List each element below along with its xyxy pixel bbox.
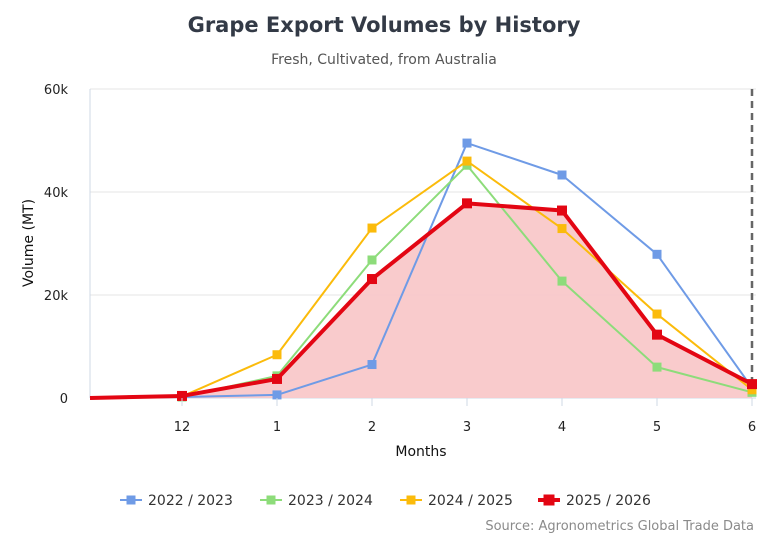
legend-label: 2023 / 2024 [288,493,373,509]
data-point [747,385,757,395]
series-area-3 [90,203,752,398]
x-tick-label: 4 [558,420,566,435]
x-tick-label: 12 [174,420,191,435]
area-layer [90,203,752,398]
data-point [462,198,472,209]
data-point [557,205,567,216]
data-point [652,309,662,319]
x-tick-label: 3 [463,420,471,435]
data-point [272,350,282,360]
legend: 2022 / 2023 2023 / 2024 2024 / 2025 2025 / … [120,493,651,509]
legend-item-3[interactable]: 2025 / 2026 [538,493,651,509]
chart-title: Grape Export Volumes by History [188,13,581,37]
series-line-0 [89,142,753,399]
data-point [652,329,662,340]
legend-marker [266,495,276,505]
data-point [652,362,662,372]
x-tick-label: 1 [273,420,281,435]
legend-item-2[interactable]: 2024 / 2025 [400,493,513,509]
y-tick-label: 0 [60,392,68,407]
x-tick-label: 5 [653,420,661,435]
y-tick-label: 40k [44,186,69,201]
legend-marker [543,494,555,506]
x-tick-label: 2 [368,420,376,435]
data-point [747,379,757,390]
y-tick-label: 60k [44,83,69,98]
legend-item-1[interactable]: 2023 / 2024 [260,493,373,509]
source-credit: Source: Agronometrics Global Trade Data [485,519,754,534]
data-point [367,274,377,285]
x-tick-label: 6 [748,420,756,435]
y-axis-title: Volume (MT) [21,199,37,287]
data-point [272,373,282,384]
data-point [462,138,472,148]
legend-item-0[interactable]: 2022 / 2023 [120,493,233,509]
data-point [462,156,472,166]
chart-subtitle: Fresh, Cultivated, from Australia [271,52,497,68]
data-point [367,255,377,265]
series-line-3 [89,201,753,400]
x-axis-title: Months [395,444,446,460]
legend-label: 2022 / 2023 [148,493,233,509]
data-point [367,223,377,233]
legend-label: 2025 / 2026 [566,493,651,509]
series-layer [89,138,757,402]
data-point [557,276,567,286]
data-point [177,390,187,401]
x-axis: 12 1 2 3 4 5 6 [174,398,756,435]
y-tick-label: 20k [44,289,69,304]
data-point [367,360,377,370]
data-point [557,224,567,234]
y-axis: 0 20k 40k 60k [44,83,69,407]
data-point [652,249,662,259]
data-point [557,170,567,180]
legend-label: 2024 / 2025 [428,493,513,509]
data-point [272,390,282,400]
legend-marker [406,495,416,505]
legend-marker [126,495,136,505]
